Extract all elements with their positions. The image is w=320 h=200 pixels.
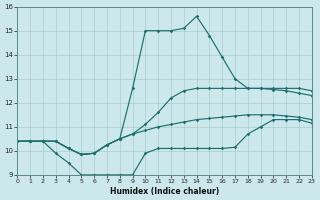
X-axis label: Humidex (Indice chaleur): Humidex (Indice chaleur) (110, 187, 219, 196)
